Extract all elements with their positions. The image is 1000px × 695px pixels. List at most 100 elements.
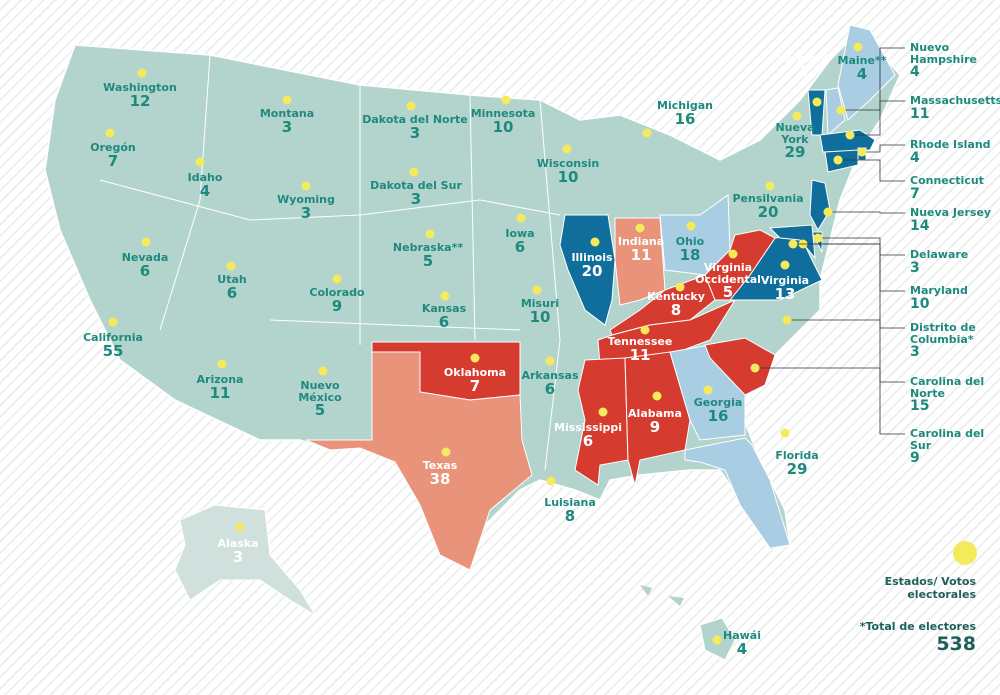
state-label: Maine** 4 bbox=[832, 55, 892, 82]
state-label: Arizona 11 bbox=[180, 374, 260, 401]
state-name: Virginia bbox=[760, 274, 810, 287]
leader-line bbox=[828, 211, 905, 214]
state-name: Nevada bbox=[121, 251, 169, 264]
state-dot bbox=[226, 261, 236, 271]
state-name: Mississippi bbox=[554, 421, 622, 434]
state-votes: 29 bbox=[786, 459, 808, 478]
state-votes: 6 bbox=[226, 283, 238, 302]
state-name: Misuri bbox=[520, 297, 560, 310]
state-dot bbox=[845, 130, 855, 140]
state-dot bbox=[532, 285, 542, 295]
state-dot bbox=[470, 353, 480, 363]
state-name: Rhode Island bbox=[910, 138, 991, 151]
state-dot bbox=[598, 407, 608, 417]
state-label: Maryland 10 bbox=[910, 285, 998, 311]
state-dot bbox=[686, 221, 696, 231]
state-dot bbox=[282, 95, 292, 105]
state-dot bbox=[812, 97, 822, 107]
legend-label: Estados/ Votos electorales bbox=[884, 575, 976, 601]
state-name: Connecticut bbox=[910, 174, 984, 187]
state-name: Ohio bbox=[675, 235, 705, 248]
state-name: Kentucky bbox=[647, 290, 705, 303]
state-label: Florida 29 bbox=[757, 450, 837, 477]
state-shape bbox=[704, 337, 776, 396]
state-label: Luisiana 8 bbox=[530, 497, 610, 524]
state-shape bbox=[684, 437, 791, 549]
state-label: Texas 38 bbox=[400, 460, 480, 487]
state-name: Kansas bbox=[421, 302, 467, 315]
state-dot bbox=[857, 147, 867, 157]
state-name: Oregón bbox=[90, 141, 136, 154]
state-label: Indiana 11 bbox=[601, 236, 681, 263]
state-votes: 55 bbox=[102, 341, 124, 360]
state-dot bbox=[813, 233, 823, 243]
state-label: Georgia 16 bbox=[678, 397, 758, 424]
state-name: Maine** bbox=[837, 54, 887, 67]
state-shape bbox=[768, 224, 816, 260]
state-name: Georgia bbox=[693, 396, 743, 409]
state-dot bbox=[562, 144, 572, 154]
state-dot bbox=[440, 291, 450, 301]
state-name: Luisiana bbox=[544, 496, 596, 509]
state-dot bbox=[409, 167, 419, 177]
state-dot bbox=[425, 229, 435, 239]
state-name: Colorado bbox=[309, 286, 365, 299]
state-votes: 6 bbox=[514, 237, 526, 256]
state-label: Ohio 18 bbox=[650, 236, 730, 263]
state-votes: 7 bbox=[469, 376, 481, 395]
state-label: Carolina del Norte 15 bbox=[910, 376, 998, 414]
state-label: Colorado 9 bbox=[297, 287, 377, 314]
state-label: Nuevo México 5 bbox=[290, 380, 350, 419]
state-label: Virginia 13 bbox=[745, 275, 825, 302]
state-name: Vermont bbox=[776, 52, 830, 65]
state-name: Hawái bbox=[723, 629, 761, 642]
state-votes: 3 bbox=[281, 117, 293, 136]
state-name: Nebraska** bbox=[392, 241, 464, 254]
state-name: Nuevo Hampshire bbox=[910, 41, 977, 66]
state-votes: 4 bbox=[856, 64, 868, 83]
state-votes: 14 bbox=[910, 217, 930, 234]
state-name: Montana bbox=[259, 107, 315, 120]
state-name: Distrito de Columbia* bbox=[910, 321, 976, 346]
state-dot bbox=[235, 522, 245, 532]
state-label: Massachusetts 11 bbox=[910, 95, 1000, 121]
state-name: Texas bbox=[422, 459, 458, 472]
state-shape bbox=[174, 504, 316, 616]
state-votes: 18 bbox=[679, 245, 701, 264]
state-votes: 5 bbox=[422, 251, 434, 270]
leader-line bbox=[787, 319, 905, 383]
state-name: Utah bbox=[217, 273, 247, 286]
state-label: Distrito de Columbia* 3 bbox=[910, 322, 998, 360]
leader-line bbox=[755, 367, 905, 435]
state-votes: 10 bbox=[557, 167, 579, 186]
state-dot bbox=[406, 101, 416, 111]
state-votes: 15 bbox=[910, 398, 930, 415]
state-dot bbox=[441, 447, 451, 457]
state-label: Pensilvania 20 bbox=[728, 193, 808, 220]
state-shape bbox=[825, 87, 846, 137]
state-label: Nuevo Hampshire 4 bbox=[910, 42, 998, 80]
state-votes: 4 bbox=[910, 64, 920, 81]
state-votes: 11 bbox=[209, 383, 231, 402]
state-dot bbox=[712, 635, 722, 645]
state-name: Washington bbox=[103, 81, 177, 94]
state-dot bbox=[545, 356, 555, 366]
state-label: Iowa 6 bbox=[480, 228, 560, 255]
state-label: Alabama 9 bbox=[615, 408, 695, 435]
state-dot bbox=[780, 428, 790, 438]
state-name: Michigan bbox=[657, 99, 713, 112]
state-votes: 4 bbox=[736, 639, 748, 658]
state-label: Arkansas 6 bbox=[510, 370, 590, 397]
state-votes: 12 bbox=[129, 91, 151, 110]
state-dot bbox=[703, 385, 713, 395]
state-name: Alabama bbox=[628, 407, 682, 420]
state-name: Dakota del Sur bbox=[370, 179, 462, 192]
state-name: Wisconsin bbox=[536, 157, 600, 170]
state-dot bbox=[635, 223, 645, 233]
state-dot bbox=[332, 274, 342, 284]
state-votes: 5 bbox=[722, 283, 734, 302]
leader-line bbox=[850, 100, 905, 136]
state-label: Washington 12 bbox=[95, 82, 185, 109]
state-votes: 10 bbox=[492, 117, 514, 136]
